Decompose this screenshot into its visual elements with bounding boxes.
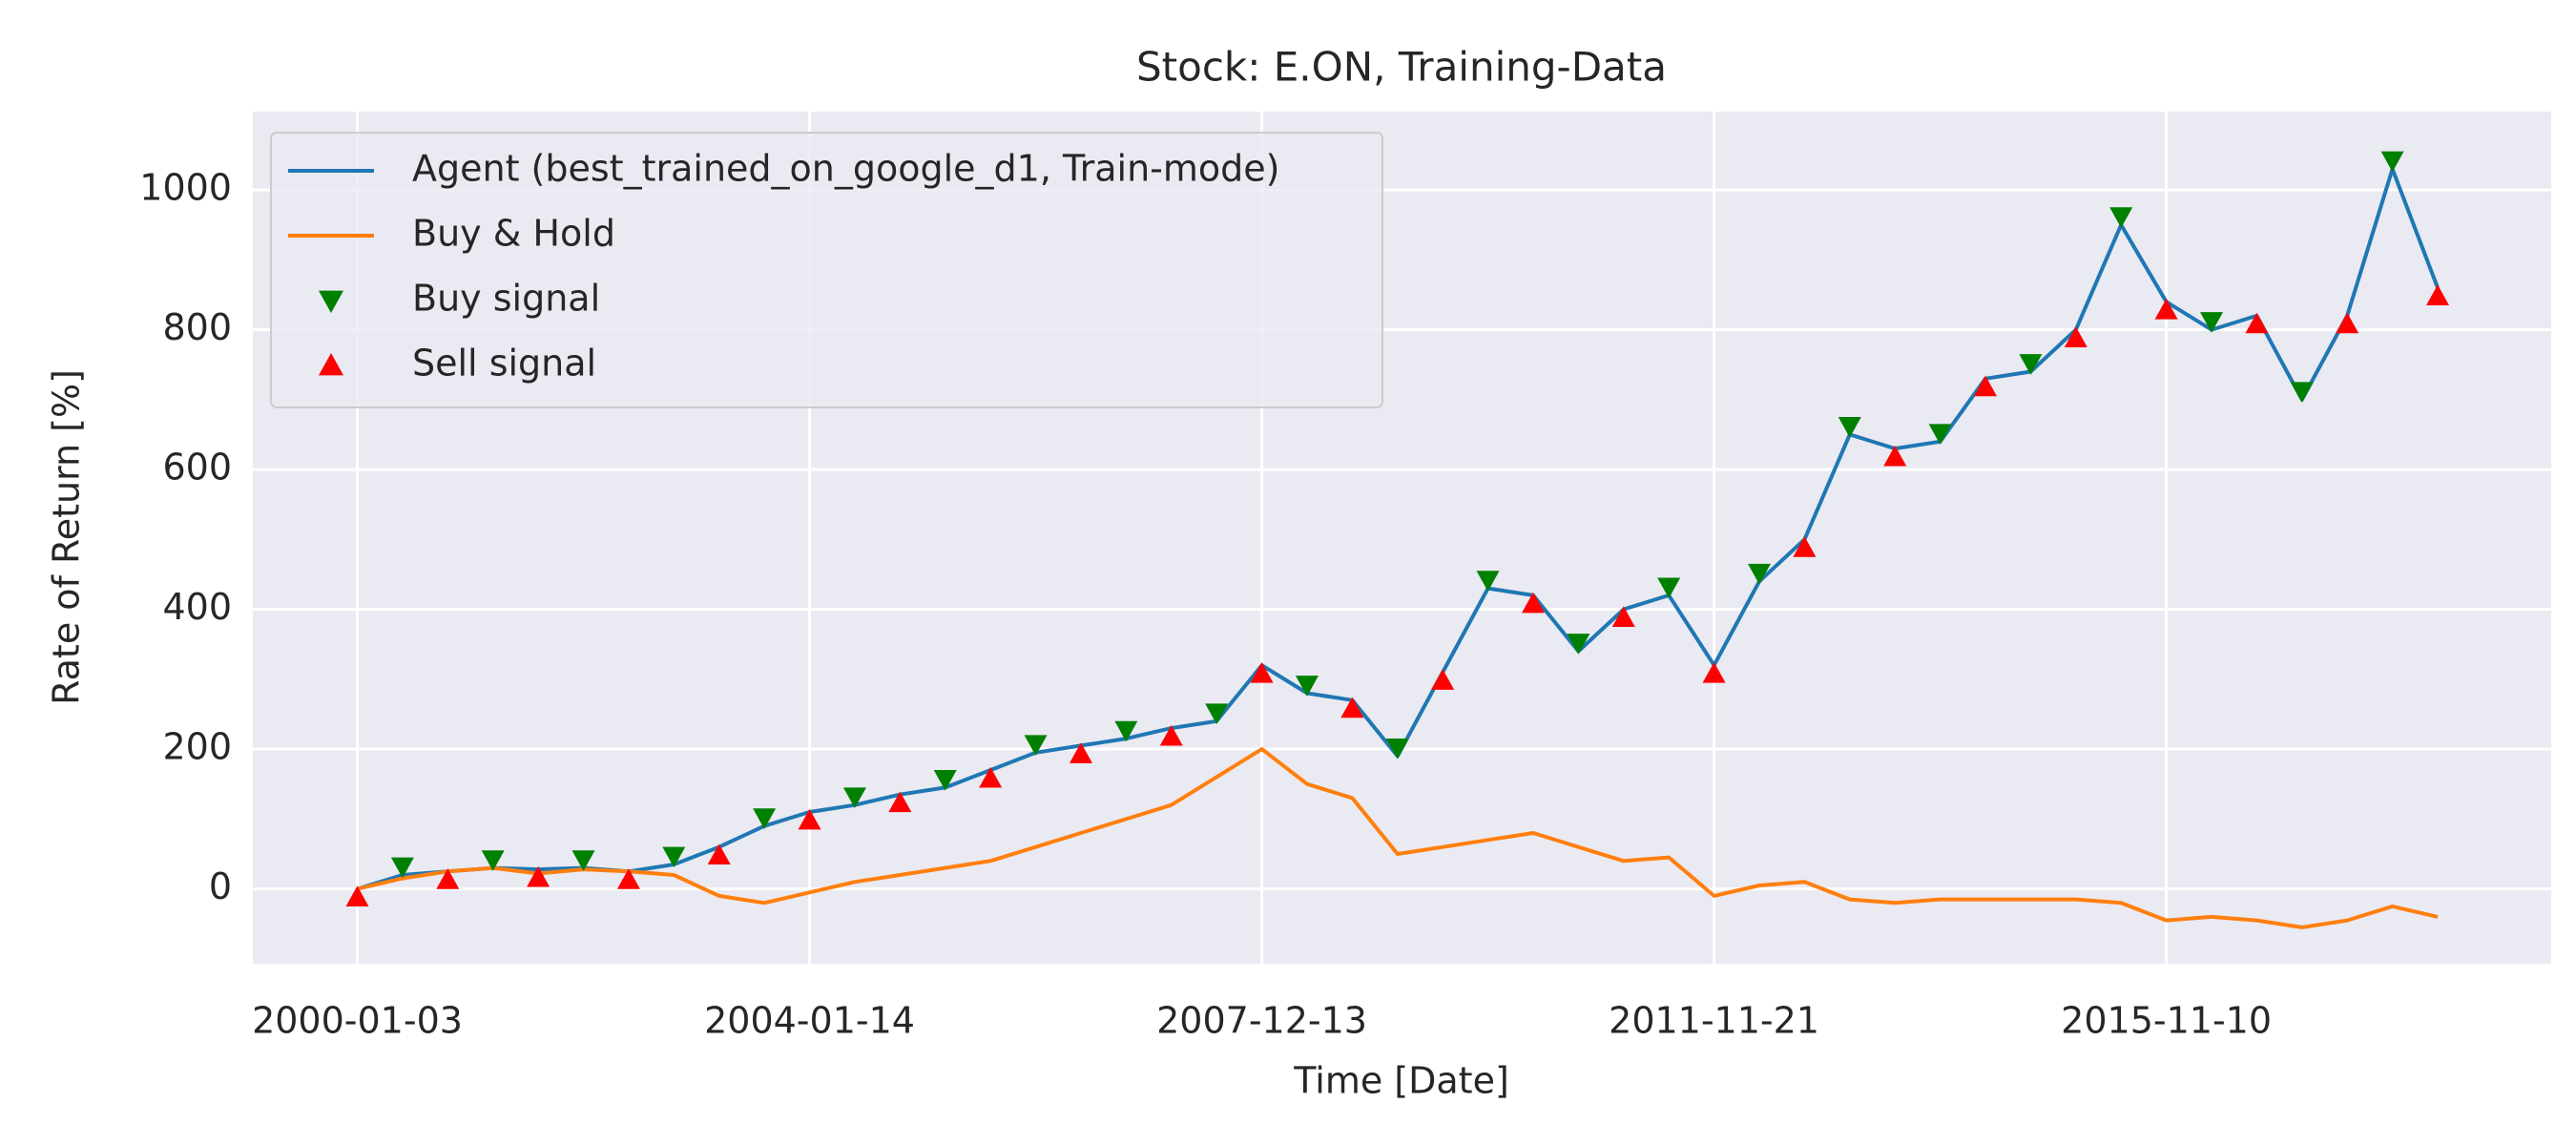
signal-marker — [571, 850, 595, 871]
signal-marker — [2154, 299, 2178, 320]
signal-marker — [1114, 720, 1138, 742]
y-axis-label: Rate of Return [%] — [46, 369, 88, 705]
signal-marker — [979, 766, 1003, 788]
signal-marker — [888, 791, 912, 813]
signal-marker — [1340, 697, 1364, 718]
signal-marker — [2336, 312, 2359, 334]
signal-marker — [1883, 445, 1907, 467]
legend: Agent (best_trained_on_google_d1, Train-… — [270, 132, 1383, 408]
signal-marker — [1793, 536, 1817, 557]
signal-marker — [2245, 312, 2269, 334]
signal-marker — [1521, 592, 1545, 614]
signal-marker — [707, 843, 731, 865]
signal-marker — [1973, 375, 1997, 397]
signal-marker — [1205, 703, 1229, 725]
signal-marker — [1159, 724, 1183, 746]
signal-marker — [527, 865, 551, 887]
signal-marker — [933, 770, 957, 791]
y-tick-label: 800 — [162, 306, 232, 348]
signal-marker — [1838, 417, 1861, 438]
signal-marker — [2109, 207, 2133, 228]
x-tick-label: 2011-11-21 — [1609, 1000, 1819, 1042]
legend-label: Buy & Hold — [412, 213, 615, 255]
signal-marker — [798, 808, 821, 830]
signal-marker — [1250, 661, 1274, 683]
x-tick-label: 2004-01-14 — [704, 1000, 915, 1042]
y-tick-label: 1000 — [139, 167, 232, 209]
line-series — [357, 747, 2439, 929]
signal-marker — [1385, 739, 1409, 760]
legend-swatch — [319, 353, 343, 376]
signal-marker — [1431, 669, 1455, 690]
y-tick-label: 200 — [162, 726, 232, 768]
signal-marker — [345, 885, 369, 907]
marks — [345, 151, 2450, 929]
x-axis-label: Time [Date] — [1293, 1060, 1509, 1102]
signal-marker — [1928, 424, 1952, 445]
signal-marker — [1611, 606, 1635, 627]
signal-marker — [2290, 382, 2314, 404]
signal-marker — [2019, 354, 2043, 375]
signal-marker — [1024, 735, 1048, 756]
x-tick-label: 2000-01-03 — [252, 1000, 463, 1042]
signal-marker — [753, 808, 777, 829]
signal-marker — [616, 868, 640, 889]
signal-marker — [1702, 661, 1726, 683]
legend-box — [270, 132, 1383, 408]
signal-marker — [842, 787, 866, 808]
signal-marker — [2200, 312, 2224, 333]
legend-swatch — [319, 290, 343, 313]
signal-marker — [1567, 634, 1590, 655]
signal-marker — [1069, 742, 1092, 763]
y-tick-label: 400 — [162, 586, 232, 628]
signal-marker — [662, 846, 686, 868]
chart-title: Stock: E.ON, Training-Data — [1136, 44, 1667, 91]
y-tick-label: 600 — [162, 447, 232, 489]
signal-marker — [390, 857, 414, 879]
signal-marker — [481, 850, 505, 871]
signal-marker — [2426, 284, 2450, 305]
legend-label: Agent (best_trained_on_google_d1, Train-… — [412, 148, 1279, 190]
x-tick-label: 2007-12-13 — [1156, 1000, 1367, 1042]
x-tick-label: 2015-11-10 — [2061, 1000, 2272, 1042]
signal-marker — [2380, 151, 2404, 173]
signal-marker — [1295, 676, 1319, 697]
legend-label: Buy signal — [412, 278, 600, 320]
signal-marker — [436, 868, 460, 889]
signal-marker — [2064, 326, 2088, 347]
legend-label: Sell signal — [412, 343, 596, 385]
signal-marker — [1657, 577, 1681, 599]
signal-marker — [1747, 563, 1771, 585]
y-tick-label: 0 — [209, 865, 232, 907]
signal-marker — [1476, 571, 1500, 592]
